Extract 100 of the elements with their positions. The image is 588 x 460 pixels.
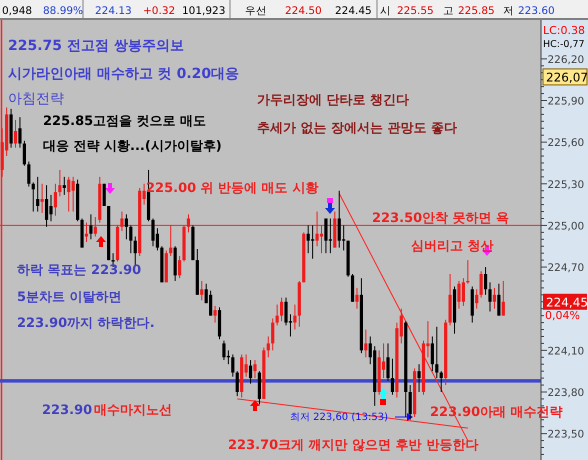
- candlestick: [231, 354, 234, 378]
- candlestick: [462, 278, 465, 306]
- annotation: 대응 전략 시황...(시가이탈후): [43, 139, 222, 154]
- y-tick-label: 225,60: [548, 137, 584, 150]
- candlestick: [36, 176, 40, 212]
- candlestick: [44, 184, 48, 228]
- candlestick: [248, 360, 252, 384]
- text: 0,948: [2, 5, 32, 17]
- candlestick: [102, 183, 106, 206]
- candlestick: [151, 218, 155, 247]
- candlestick: [22, 140, 26, 166]
- candlestick: [435, 326, 438, 379]
- y-tick-label: 224,10: [548, 345, 584, 358]
- annotation: 223.70크게 깨지만 않으면 후반 반등한다: [228, 438, 478, 453]
- annotation: 아침전략: [8, 91, 64, 107]
- text: 223.60: [518, 5, 555, 17]
- candlestick: [266, 336, 270, 358]
- text: 225.85: [458, 5, 495, 17]
- candlestick: [40, 183, 44, 214]
- candlestick: [386, 342, 390, 382]
- candlestick: [253, 360, 257, 379]
- candlestick: [169, 224, 172, 256]
- text: 224.50: [285, 5, 322, 17]
- y-tick-label: 225,90: [548, 96, 584, 108]
- candlestick: [484, 266, 488, 296]
- candlestick: [430, 336, 434, 372]
- candlestick: [408, 384, 412, 420]
- candlestick: [27, 161, 30, 188]
- text: +0.32: [143, 5, 176, 17]
- text: 101,923: [182, 5, 226, 17]
- text: 225.55: [397, 5, 434, 17]
- candlestick: [475, 288, 478, 310]
- candlestick: [124, 214, 128, 240]
- text: 224,45: [546, 295, 588, 310]
- candlestick: [355, 287, 359, 310]
- annotation: 223.50안착 못하면 욕: [372, 211, 510, 226]
- candlestick: [200, 280, 204, 301]
- candlestick: [293, 304, 296, 330]
- candlestick: [276, 304, 279, 326]
- candlestick: [417, 364, 421, 392]
- candlestick: [324, 218, 328, 254]
- annotation: 매수마지노선: [94, 403, 172, 418]
- y-tick-label: 226,20: [548, 54, 584, 66]
- candlestick: [14, 119, 18, 148]
- candlestick: [178, 255, 182, 279]
- candlestick: [120, 211, 124, 232]
- candlestick: [440, 370, 443, 392]
- candlestick: [492, 287, 496, 310]
- candlestick: [62, 176, 66, 196]
- text: 224.13: [95, 5, 132, 17]
- candlestick: [32, 182, 35, 212]
- annotation: 225.85고점을 컷으로 매도: [43, 114, 206, 129]
- candlestick: [280, 297, 284, 322]
- annotation: 225.75 전고점 쌍봉주의보: [8, 38, 184, 54]
- y-tick-label: 223,80: [548, 386, 584, 399]
- candlestick: [284, 297, 288, 326]
- annotation: 최저 223,60 (13:53): [290, 412, 388, 423]
- candlestick: [213, 305, 217, 324]
- text: 226,07: [546, 70, 588, 84]
- candlestick: [364, 329, 368, 358]
- candlestick: [488, 282, 492, 312]
- candlestick: [94, 216, 97, 238]
- candlestick: [457, 280, 461, 310]
- candlestick: [390, 358, 394, 396]
- candlestick: [49, 194, 53, 222]
- candlestick: [271, 318, 274, 351]
- annotation: 심버리고 청산: [411, 239, 494, 254]
- candlestick: [18, 116, 22, 148]
- text: LC:0.38: [543, 24, 586, 37]
- candlestick: [497, 283, 500, 316]
- y-tick-label: 225,00: [548, 220, 584, 232]
- annotation: 시가라인아래 매수하고 컷 0.20대응: [8, 66, 240, 82]
- text: 시: [380, 5, 391, 17]
- text: HC:-0,77: [543, 39, 585, 50]
- text: 우선: [245, 5, 267, 17]
- candlestick: [54, 183, 58, 216]
- text: 저: [503, 5, 514, 17]
- annotation: 가두리장에 단타로 챙긴다: [257, 93, 410, 108]
- candlestick: [129, 224, 132, 254]
- candlestick: [236, 370, 239, 397]
- candlestick: [480, 270, 483, 298]
- annotation: 223.90: [42, 403, 92, 418]
- candlestick: [89, 214, 93, 240]
- annotation: 5분차트 이탈하면: [17, 290, 122, 305]
- text: 고: [443, 5, 454, 17]
- text: 0,04%: [545, 308, 580, 322]
- candlestick: [186, 214, 190, 233]
- annotation: 하락 목표는 223.90: [17, 263, 142, 278]
- candlestick: [502, 280, 505, 316]
- y-tick-label: 223,50: [548, 428, 584, 441]
- y-tick-label: 224,70: [548, 262, 584, 274]
- candlestick: [222, 340, 226, 361]
- text: 224.45: [335, 5, 372, 17]
- annotation: 추세가 없는 장에서는 관망도 좋다: [257, 121, 458, 136]
- candlestick: [466, 260, 470, 284]
- candlestick: [306, 224, 310, 254]
- text: 88.99%: [43, 5, 84, 17]
- candlestick: [58, 169, 62, 197]
- y-tick-label: 225,30: [548, 178, 584, 191]
- annotation: 223.90까지 하락한다.: [17, 316, 155, 331]
